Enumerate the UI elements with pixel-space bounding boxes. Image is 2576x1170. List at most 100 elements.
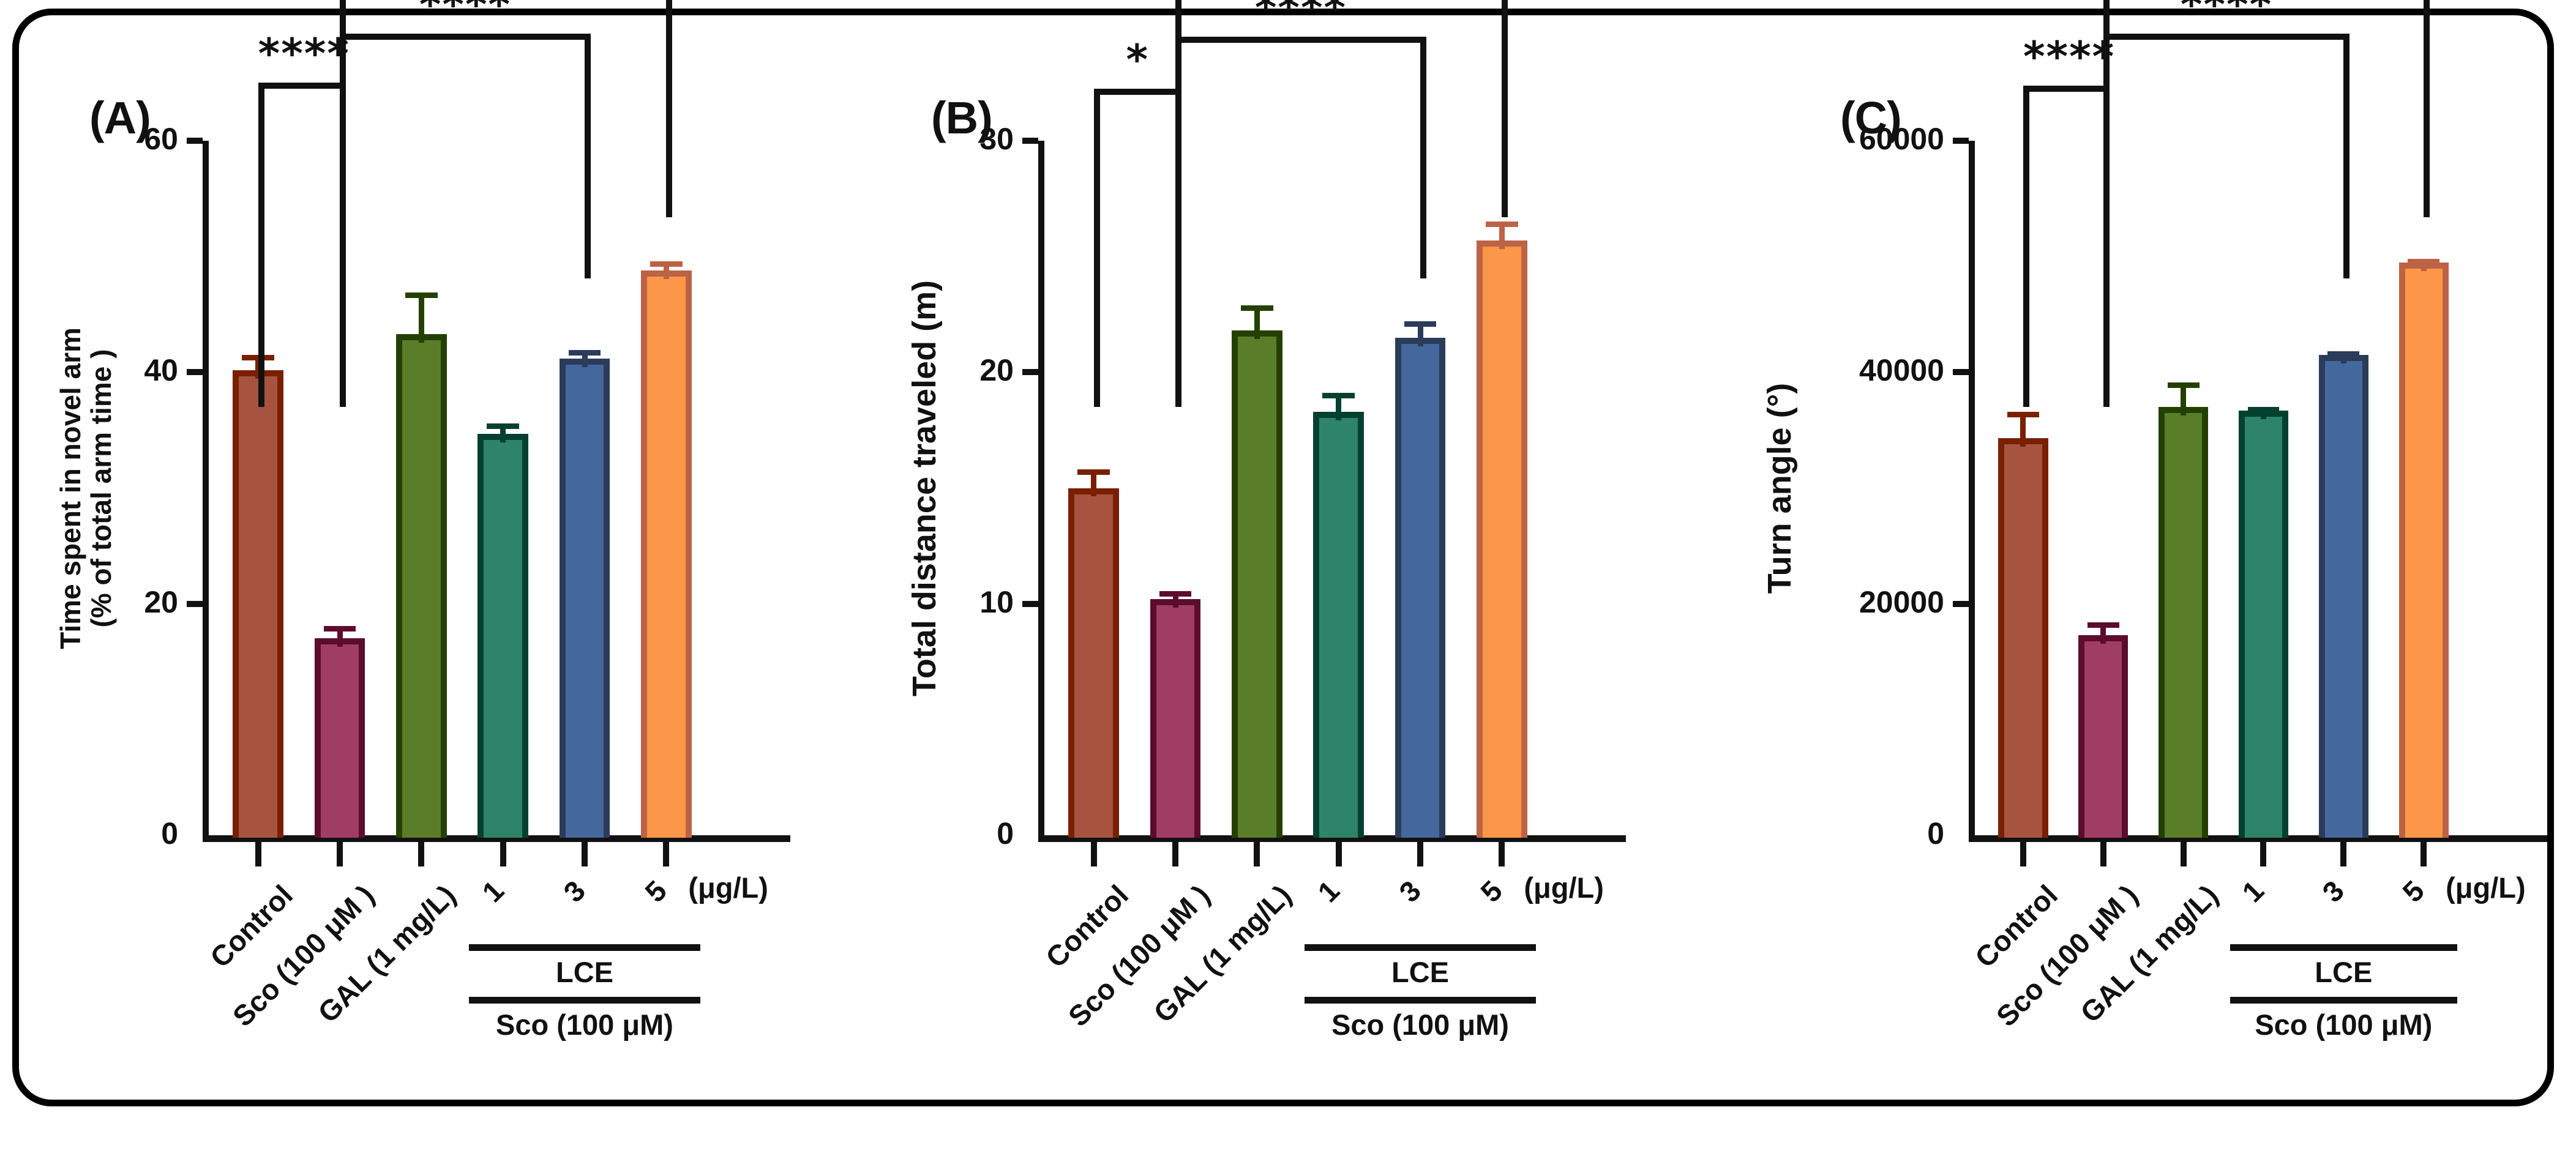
x-tick-3 bbox=[2180, 842, 2187, 866]
sig-bracket-left-3 bbox=[2103, 0, 2110, 217]
sig-bracket-right-2 bbox=[1420, 37, 1426, 278]
error-bar-3 bbox=[418, 292, 424, 343]
error-bar-cap-5 bbox=[568, 350, 601, 356]
y-tick bbox=[1022, 600, 1038, 607]
x-tick-6 bbox=[663, 842, 670, 866]
x-tick-label-5: 3 bbox=[2316, 874, 2351, 909]
sco-group-label: Sco (100 μM) bbox=[2255, 1008, 2433, 1041]
bar-6 bbox=[641, 270, 692, 838]
bar-6 bbox=[1477, 240, 1527, 838]
bar-3 bbox=[1232, 330, 1282, 838]
lce-group-label: LCE bbox=[555, 956, 613, 988]
sig-bracket-right-2 bbox=[2343, 34, 2350, 278]
panel-c: (C) 0 20000 40000 60000 Turn angle (°) **** ***… bbox=[1727, 0, 2572, 1113]
x-tick-2 bbox=[337, 842, 343, 866]
x-tick-label-4: 1 bbox=[2236, 874, 2271, 909]
sig-bracket-right-3 bbox=[1502, 0, 1508, 217]
significance-stars-2: **** bbox=[1254, 0, 1347, 32]
error-bar-cap-4 bbox=[1322, 393, 1355, 399]
bar-3 bbox=[396, 333, 447, 838]
y-tick-label: 20000 bbox=[1859, 584, 1944, 619]
bar-5 bbox=[1395, 337, 1446, 838]
sig-bracket-top-1 bbox=[2023, 86, 2110, 92]
panel-letter-a: (A) bbox=[89, 92, 151, 143]
error-bar-cap-3 bbox=[405, 292, 438, 298]
error-bar-cap-1 bbox=[2007, 411, 2039, 417]
error-bar-cap-4 bbox=[487, 423, 520, 429]
sco-group-label: Sco (100 μM) bbox=[1331, 1008, 1509, 1041]
bar-4 bbox=[477, 433, 528, 838]
x-axis-line bbox=[203, 835, 790, 842]
lce-rule-bottom bbox=[468, 997, 701, 1004]
bar-6 bbox=[2398, 262, 2449, 838]
sig-bracket-top-2 bbox=[2103, 34, 2350, 40]
error-bar-5 bbox=[582, 350, 588, 367]
error-bar-6 bbox=[1499, 222, 1505, 249]
bar-1 bbox=[1998, 438, 2048, 838]
x-tick-2 bbox=[1172, 842, 1178, 866]
panel-letter-c: (C) bbox=[1840, 92, 1902, 143]
sco-group-label: Sco (100 μM) bbox=[496, 1008, 673, 1041]
y-tick-label: 20 bbox=[979, 353, 1014, 388]
lce-rule-top bbox=[2230, 944, 2458, 951]
error-bar-1 bbox=[2020, 411, 2026, 447]
sig-bracket-top-2 bbox=[340, 34, 591, 40]
x-tick-label-5: 3 bbox=[557, 874, 592, 909]
y-tick bbox=[1022, 138, 1038, 144]
y-axis-label: Time spent in novel arm (% of total arm t… bbox=[54, 256, 117, 721]
y-axis-label: Turn angle (°) bbox=[1761, 382, 1798, 594]
x-tick-label-4: 1 bbox=[1311, 874, 1346, 909]
y-axis-label: Total distance traveled (m) bbox=[906, 280, 943, 696]
x-tick-6 bbox=[2421, 842, 2427, 866]
sig-bracket-top-1 bbox=[258, 83, 346, 89]
x-tick-1 bbox=[255, 842, 261, 866]
lce-rule-bottom bbox=[2230, 997, 2458, 1004]
x-axis-unit-label: (μg/L) bbox=[1524, 871, 1604, 904]
sig-bracket-left-3 bbox=[1175, 0, 1181, 217]
y-tick-label: 0 bbox=[997, 816, 1014, 851]
error-bar-cap-6 bbox=[1485, 222, 1518, 228]
sig-bracket-left-1 bbox=[258, 83, 264, 407]
bar-2 bbox=[314, 638, 365, 838]
x-tick-label-6: 5 bbox=[1474, 874, 1509, 909]
y-tick bbox=[1953, 600, 1969, 607]
y-tick-label: 20 bbox=[144, 584, 178, 619]
bar-1 bbox=[1068, 488, 1119, 838]
sig-bracket-left-1 bbox=[1093, 89, 1100, 407]
error-bar-2 bbox=[1172, 591, 1178, 608]
y-tick bbox=[187, 138, 203, 144]
sig-bracket-left-1 bbox=[2023, 86, 2029, 407]
lce-group-label: LCE bbox=[1391, 956, 1449, 988]
sig-bracket-top-1 bbox=[1093, 89, 1181, 95]
error-bar-6 bbox=[663, 261, 669, 279]
x-tick-label-5: 3 bbox=[1393, 874, 1428, 909]
bar-2 bbox=[2078, 635, 2129, 838]
y-tick-label: 0 bbox=[161, 816, 178, 851]
lce-rule-bottom bbox=[1304, 997, 1537, 1004]
y-tick-label: 30 bbox=[979, 122, 1014, 156]
lce-rule-top bbox=[468, 944, 701, 951]
y-axis-line bbox=[1969, 141, 1975, 842]
sig-bracket-right-3 bbox=[2424, 0, 2430, 217]
x-tick-1 bbox=[2020, 842, 2026, 866]
x-tick-4 bbox=[2260, 842, 2267, 866]
significance-stars-1: * bbox=[1126, 36, 1150, 84]
x-tick-5 bbox=[582, 842, 588, 866]
sig-bracket-top-2 bbox=[1175, 37, 1426, 43]
bar-1 bbox=[233, 370, 283, 838]
error-bar-4 bbox=[500, 423, 506, 442]
y-axis-line bbox=[1038, 141, 1044, 842]
x-tick-3 bbox=[418, 842, 425, 866]
error-bar-cap-5 bbox=[2327, 351, 2360, 357]
error-bar-6 bbox=[2421, 258, 2427, 271]
bar-4 bbox=[2238, 410, 2289, 838]
error-bar-5 bbox=[1417, 321, 1423, 346]
significance-stars-1: **** bbox=[258, 30, 350, 78]
y-tick bbox=[1022, 369, 1038, 376]
panel-a: (A) 0 20 40 60 Time spent in novel arm (% of t… bbox=[19, 0, 876, 1113]
x-tick-5 bbox=[2340, 842, 2347, 866]
x-tick-4 bbox=[1335, 842, 1342, 866]
error-bar-5 bbox=[2340, 351, 2346, 363]
error-bar-cap-2 bbox=[323, 625, 356, 632]
error-bar-cap-3 bbox=[1240, 305, 1273, 311]
